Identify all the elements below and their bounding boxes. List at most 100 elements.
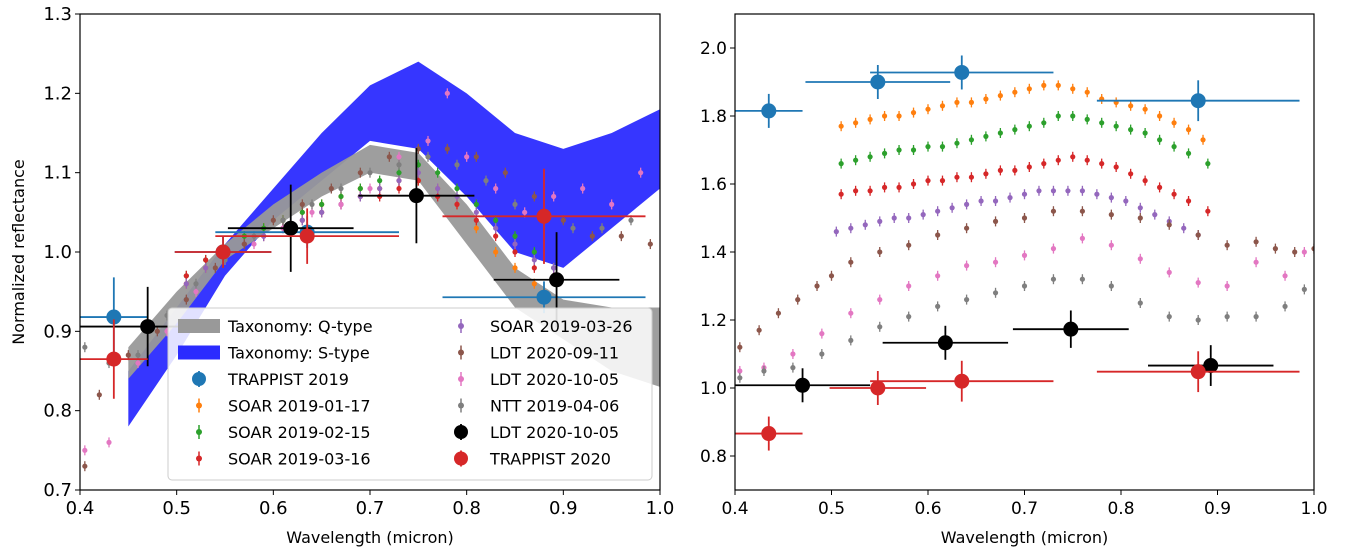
point-soar-2019-03-26 bbox=[512, 241, 518, 247]
point-soar-2019-01-17 bbox=[1026, 86, 1032, 92]
point-ntt-2019-04-06 bbox=[1282, 303, 1288, 309]
point-soar-2019-03-26 bbox=[1181, 225, 1187, 231]
point-ldt-2020-09-11 bbox=[935, 232, 941, 238]
point-ntt-2019-04-06 bbox=[935, 303, 941, 309]
point-soar-2019-03-26 bbox=[396, 178, 402, 184]
legend-label-soar-2019-03-16: SOAR 2019-03-16 bbox=[228, 450, 371, 469]
x-tick-label: 0.9 bbox=[549, 498, 578, 519]
legend-label-ldt-2020-09-11: LDT 2020-09-11 bbox=[490, 344, 619, 363]
x-tick-label: 0.4 bbox=[721, 499, 748, 519]
point-ldt-2020-10-05 bbox=[877, 297, 883, 303]
point-ldt-2020-09-11 bbox=[1021, 215, 1028, 221]
point-ldt-2020-10-05 bbox=[1079, 235, 1085, 241]
big-point-trappist-2019 bbox=[870, 74, 886, 90]
point-ldt-2020-10-05 bbox=[848, 310, 854, 316]
legend-marker-soar-2019-01-17 bbox=[196, 402, 202, 409]
point-soar-2019-03-26 bbox=[551, 265, 557, 271]
point-ldt-2020-10-05 bbox=[522, 209, 528, 215]
point-ldt-2020-09-11 bbox=[1050, 208, 1057, 214]
point-soar-2019-01-17 bbox=[512, 265, 518, 271]
point-ntt-2019-04-06 bbox=[367, 170, 373, 176]
point-soar-2019-02-15 bbox=[1142, 130, 1148, 136]
y-axis-label: Normalized reflectance bbox=[9, 159, 28, 344]
legend-marker-ntt-2019-04-06 bbox=[458, 402, 464, 409]
legend-label-ntt-2019-04-06: NTT 2019-04-06 bbox=[490, 397, 619, 416]
point-ldt-2020-09-11 bbox=[1079, 208, 1085, 214]
point-soar-2019-02-15 bbox=[454, 185, 460, 192]
point-ldt-2020-10-05 bbox=[444, 90, 450, 96]
point-ntt-2019-04-06 bbox=[570, 225, 576, 231]
point-soar-2019-02-15 bbox=[1012, 127, 1018, 133]
point-soar-2019-03-26 bbox=[1036, 188, 1042, 194]
point-ntt-2019-04-06 bbox=[1050, 276, 1057, 282]
legend-label-soar-2019-02-15: SOAR 2019-02-15 bbox=[228, 423, 371, 442]
legend-marker-ldt-2020-10-05 bbox=[454, 425, 468, 439]
point-soar-2019-01-17 bbox=[939, 103, 946, 109]
point-ntt-2019-04-06 bbox=[1021, 283, 1028, 289]
legend-label-taxonomy-s-type: Taxonomy: S-type bbox=[227, 344, 370, 363]
point-ldt-2020-09-11 bbox=[1195, 232, 1201, 238]
point-ntt-2019-04-06 bbox=[280, 217, 286, 223]
point-soar-2019-02-15 bbox=[867, 154, 873, 160]
point-soar-2019-02-15 bbox=[377, 178, 383, 184]
big-point-trappist-2019 bbox=[1190, 93, 1206, 109]
point-soar-2019-02-15 bbox=[983, 133, 989, 139]
x-tick-label: 0.8 bbox=[1107, 499, 1134, 519]
point-ldt-2020-10-05 bbox=[193, 289, 199, 295]
point-ldt-2020-10-05 bbox=[1050, 246, 1057, 252]
point-soar-2019-03-26 bbox=[920, 212, 926, 218]
point-soar-2019-02-15 bbox=[1041, 120, 1047, 126]
big-point-trappist-2020 bbox=[215, 244, 231, 260]
x-axis-label: Wavelength (micron) bbox=[286, 528, 453, 547]
legend-label-ldt-2020-10-05: LDT 2020-10-05 bbox=[490, 423, 619, 442]
point-ntt-2019-04-06 bbox=[628, 217, 634, 223]
point-ldt-2020-09-11 bbox=[154, 328, 160, 334]
point-soar-2019-03-16 bbox=[1185, 198, 1192, 204]
left-panel: 0.4 0.5 0.6 0.7 0.8 0.9 1.0 0.7 0.8 0.9 1.0 1.1 1.2 1… bbox=[9, 4, 674, 547]
point-ntt-2019-04-06 bbox=[1108, 283, 1114, 289]
x-tick-label: 1.0 bbox=[1300, 499, 1327, 519]
point-soar-2019-02-15 bbox=[838, 161, 844, 167]
big-point-ldt-2020-10-05 bbox=[549, 272, 565, 288]
point-ldt-2020-10-05 bbox=[1224, 283, 1230, 289]
point-soar-2019-01-17 bbox=[1012, 89, 1018, 95]
point-ldt-2020-09-11 bbox=[756, 327, 762, 333]
legend-swatch-taxonomy-q-type bbox=[178, 319, 220, 333]
point-soar-2019-03-26 bbox=[935, 208, 941, 214]
y-tick-label: 1.2 bbox=[43, 83, 72, 104]
point-soar-2019-03-26 bbox=[1065, 188, 1071, 194]
point-ldt-2020-09-11 bbox=[1108, 212, 1114, 218]
y-tick-label: 0.8 bbox=[43, 401, 72, 422]
point-soar-2019-03-16 bbox=[493, 233, 499, 239]
point-ldt-2020-10-05 bbox=[551, 193, 557, 200]
point-ldt-2020-09-11 bbox=[1137, 215, 1143, 221]
right-panel: 0.4 0.5 0.6 0.7 0.8 0.9 1.0 0.8 1.0 1.2 1.4 1.6 1.8 2… bbox=[700, 13, 1328, 547]
point-ldt-2020-10-05 bbox=[396, 154, 402, 160]
point-ldt-2020-10-05 bbox=[1253, 259, 1259, 265]
point-ntt-2019-04-06 bbox=[512, 201, 518, 207]
point-soar-2019-01-17 bbox=[1070, 86, 1076, 92]
point-soar-2019-02-15 bbox=[1070, 113, 1076, 119]
point-soar-2019-01-17 bbox=[1200, 137, 1206, 143]
point-soar-2019-03-16 bbox=[853, 188, 859, 194]
point-soar-2019-03-26 bbox=[1094, 191, 1100, 197]
point-ntt-2019-04-06 bbox=[454, 162, 460, 168]
point-soar-2019-01-17 bbox=[1171, 120, 1177, 126]
point-soar-2019-03-26 bbox=[319, 209, 325, 215]
point-soar-2019-03-26 bbox=[473, 209, 479, 215]
point-soar-2019-03-26 bbox=[992, 198, 999, 204]
point-ntt-2019-04-06 bbox=[1301, 286, 1307, 292]
point-ldt-2020-09-11 bbox=[473, 154, 479, 160]
point-soar-2019-01-17 bbox=[838, 123, 844, 129]
point-ldt-2020-09-11 bbox=[906, 242, 912, 248]
big-point-trappist-2020 bbox=[954, 373, 970, 389]
big-point-ldt-2020-10-05 bbox=[283, 220, 299, 236]
legend-marker-trappist-2019 bbox=[192, 372, 206, 386]
point-ntt-2019-04-06 bbox=[309, 201, 315, 207]
point-soar-2019-02-15 bbox=[968, 137, 975, 143]
big-point-ldt-2020-10-05 bbox=[937, 335, 953, 351]
point-soar-2019-03-26 bbox=[978, 198, 984, 204]
point-soar-2019-02-15 bbox=[473, 201, 479, 207]
legend-label-taxonomy-q-type: Taxonomy: Q-type bbox=[227, 317, 373, 336]
point-soar-2019-03-16 bbox=[512, 249, 518, 255]
